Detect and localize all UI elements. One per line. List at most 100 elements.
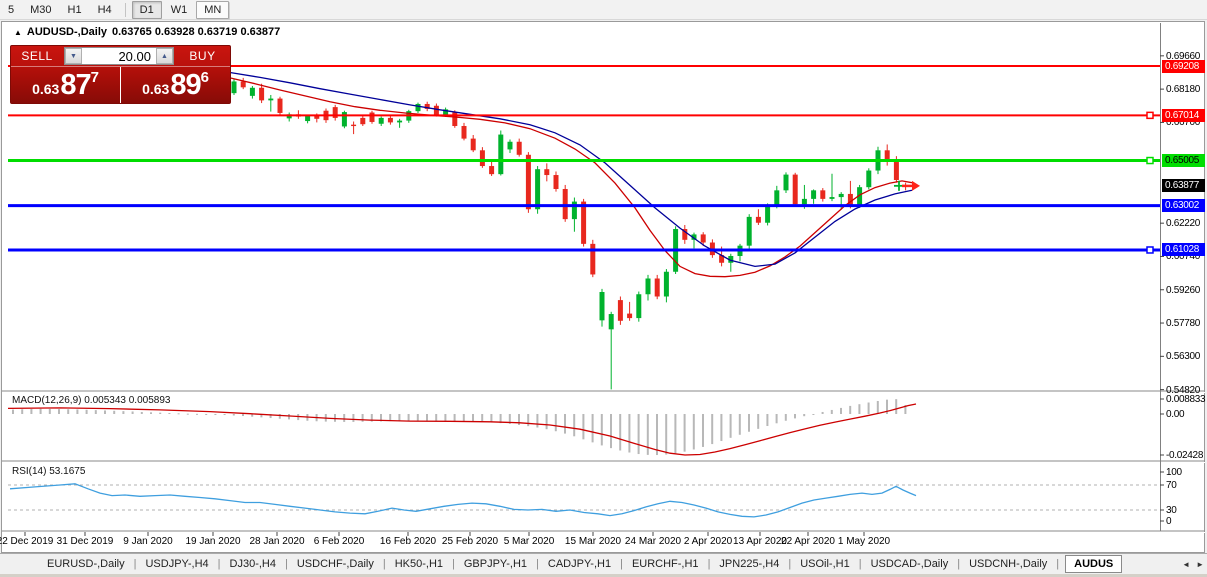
symbol-tab-USOil[interactable]: USOil-,H1	[800, 558, 850, 570]
current-price-tag: 0.63877	[1162, 179, 1205, 193]
tab-separator: |	[382, 558, 386, 570]
price-tick-label: 0.54820	[1166, 384, 1201, 396]
date-label: 13 Apr 2020	[733, 536, 787, 547]
sell-price-pip-digit: 7	[90, 69, 99, 86]
symbol-tab-active-audusd[interactable]: AUDUS	[1065, 555, 1123, 573]
price-axis: 0.69660 0.68180 0.66700 0.62220 0.60740 0.592…	[1161, 22, 1206, 552]
date-label: 28 Jan 2020	[249, 536, 305, 547]
date-label: 22 Apr 2020	[781, 536, 835, 547]
date-axis: 22 Dec 2019 31 Dec 2019 9 Jan 2020 19 Jan 2…	[0, 533, 1160, 551]
symbol-tab-USDJPY[interactable]: USDJPY-,H4	[145, 558, 209, 570]
buy-price-display[interactable]: 0.63 89 6	[121, 67, 230, 103]
sell-button[interactable]: SELL	[21, 49, 53, 63]
timeframe-button-MN[interactable]: MN	[196, 0, 230, 19]
chart-title: ▲ AUDUSD-,Daily 0.63765 0.63928 0.63719 …	[14, 26, 280, 38]
buy-price-pip-digit: 6	[200, 69, 209, 86]
date-label: 2 Apr 2020	[683, 536, 733, 547]
macd-tick-label: -0.02428	[1166, 450, 1204, 461]
macd-tick-label: 0.00	[1166, 409, 1185, 420]
price-tick-label: 0.69660	[1166, 50, 1201, 62]
price-tick-label: 0.59260	[1166, 284, 1201, 296]
symbol-tab-HK50[interactable]: HK50-,H1	[394, 558, 443, 570]
symbol-tab-USDCHF[interactable]: USDCHF-,Daily	[296, 558, 374, 570]
volume-decrease-button[interactable]: ▼	[65, 48, 82, 64]
chart-ohlc-readout: 0.63765 0.63928 0.63719 0.63877	[112, 26, 281, 38]
rsi-tick-label: 0	[1166, 516, 1172, 527]
price-level-tag: 0.63002	[1162, 199, 1205, 213]
chart-window	[1, 21, 1205, 553]
date-label: 25 Feb 2020	[441, 536, 499, 547]
date-label: 6 Feb 2020	[313, 536, 365, 547]
date-label: 22 Dec 2019	[0, 536, 54, 547]
symbol-tab-EURUSD[interactable]: EURUSD-,Daily	[47, 558, 125, 570]
tab-separator: |	[858, 558, 862, 570]
tab-separator: |	[788, 558, 792, 570]
symbol-tab-GBPJPY[interactable]: GBPJPY-,H1	[463, 558, 528, 570]
price-tick-label: 0.62220	[1166, 218, 1201, 230]
price-tick-label: 0.68180	[1166, 84, 1201, 96]
symbol-tab-DJ30[interactable]: DJ30-,H4	[229, 558, 276, 570]
date-label: 19 Jan 2020	[185, 536, 241, 547]
status-strip	[0, 574, 1207, 577]
collapse-triangle-icon[interactable]: ▲	[14, 27, 22, 37]
volume-input[interactable]	[82, 48, 156, 64]
timeframe-button-W1[interactable]: W1	[170, 3, 188, 16]
scroll-right-button[interactable]: ►	[1196, 559, 1204, 569]
tab-separator: |	[452, 558, 455, 570]
price-tick-label: 0.57780	[1166, 318, 1201, 330]
volume-stepper: ▼ ▲	[64, 47, 174, 65]
toolbar-separator	[124, 2, 126, 17]
macd-tick-label: 0.008833	[1166, 394, 1206, 405]
date-label: 1 May 2020	[837, 536, 891, 547]
tab-separator: |	[1056, 558, 1060, 570]
date-label: 31 Dec 2019	[56, 536, 114, 547]
timeframe-button-H1[interactable]: H1	[67, 3, 82, 16]
date-label: 9 Jan 2020	[123, 536, 173, 547]
buy-button[interactable]: BUY	[189, 49, 216, 63]
timeframe-button-H4[interactable]: H4	[97, 3, 112, 16]
price-level-tag: 0.69208	[1162, 59, 1205, 73]
symbol-tab-EURCHF[interactable]: EURCHF-,H1	[631, 558, 699, 570]
rsi-tick-label: 100	[1166, 467, 1182, 478]
symbol-tab-CADJPY[interactable]: CADJPY-,H1	[547, 558, 612, 570]
date-label: 5 Mar 2020	[503, 536, 555, 547]
date-label: 16 Feb 2020	[379, 536, 437, 547]
chart-symbol-label: AUDUSD-,Daily	[26, 26, 107, 38]
date-label: 15 Mar 2020	[564, 536, 622, 547]
tab-separator: |	[133, 558, 137, 570]
rsi-tick-label: 30	[1166, 505, 1177, 516]
symbol-tab-USDCAD[interactable]: USDCAD-,Daily	[870, 558, 949, 570]
one-click-trading-panel: SELL ▼ ▲ BUY 0.63 87 7 0.63 89 6	[10, 45, 231, 104]
tab-separator: |	[957, 558, 961, 570]
timeframe-button-D1[interactable]: D1	[131, 0, 162, 19]
tab-separator: |	[707, 558, 711, 570]
symbol-tab-USDCNH[interactable]: USDCNH-,Daily	[969, 558, 1048, 570]
price-tick-label: 0.60740	[1166, 251, 1201, 263]
buy-price-prefix: 0.63	[142, 81, 170, 97]
tab-separator: |	[620, 558, 623, 570]
rsi-indicator-label: RSI(14) 53.1675	[12, 466, 86, 477]
date-label: 24 Mar 2020	[624, 536, 682, 547]
price-tick-label: 0.66700	[1166, 117, 1201, 129]
price-level-tag: 0.65005	[1162, 154, 1205, 168]
buy-price-big-digits: 89	[170, 68, 201, 101]
macd-indicator-label: MACD(12,26,9) 0.005343 0.005893	[12, 395, 171, 406]
symbol-tab-JPN225[interactable]: JPN225-,H4	[719, 558, 780, 570]
price-level-tag: 0.67014	[1162, 108, 1205, 122]
sell-price-display[interactable]: 0.63 87 7	[11, 67, 121, 103]
price-level-tag: 0.61028	[1162, 243, 1205, 257]
sell-price-big-digits: 87	[60, 68, 91, 101]
scroll-left-button[interactable]: ◄	[1182, 559, 1191, 569]
sell-price-prefix: 0.63	[32, 81, 60, 97]
price-tick-label: 0.56300	[1166, 351, 1201, 363]
tab-separator: |	[217, 558, 221, 570]
volume-increase-button[interactable]: ▲	[156, 48, 173, 64]
tab-separator: |	[536, 558, 539, 570]
rsi-tick-label: 70	[1166, 480, 1177, 491]
timeframe-button-5[interactable]: 5	[8, 3, 15, 16]
tab-separator: |	[284, 558, 288, 570]
symbol-tab-bar: EURUSD-,Daily | USDJPY-,H4 | DJ30-,H4 | USDCHF…	[0, 553, 1207, 574]
timeframe-button-M30[interactable]: M30	[30, 3, 52, 16]
